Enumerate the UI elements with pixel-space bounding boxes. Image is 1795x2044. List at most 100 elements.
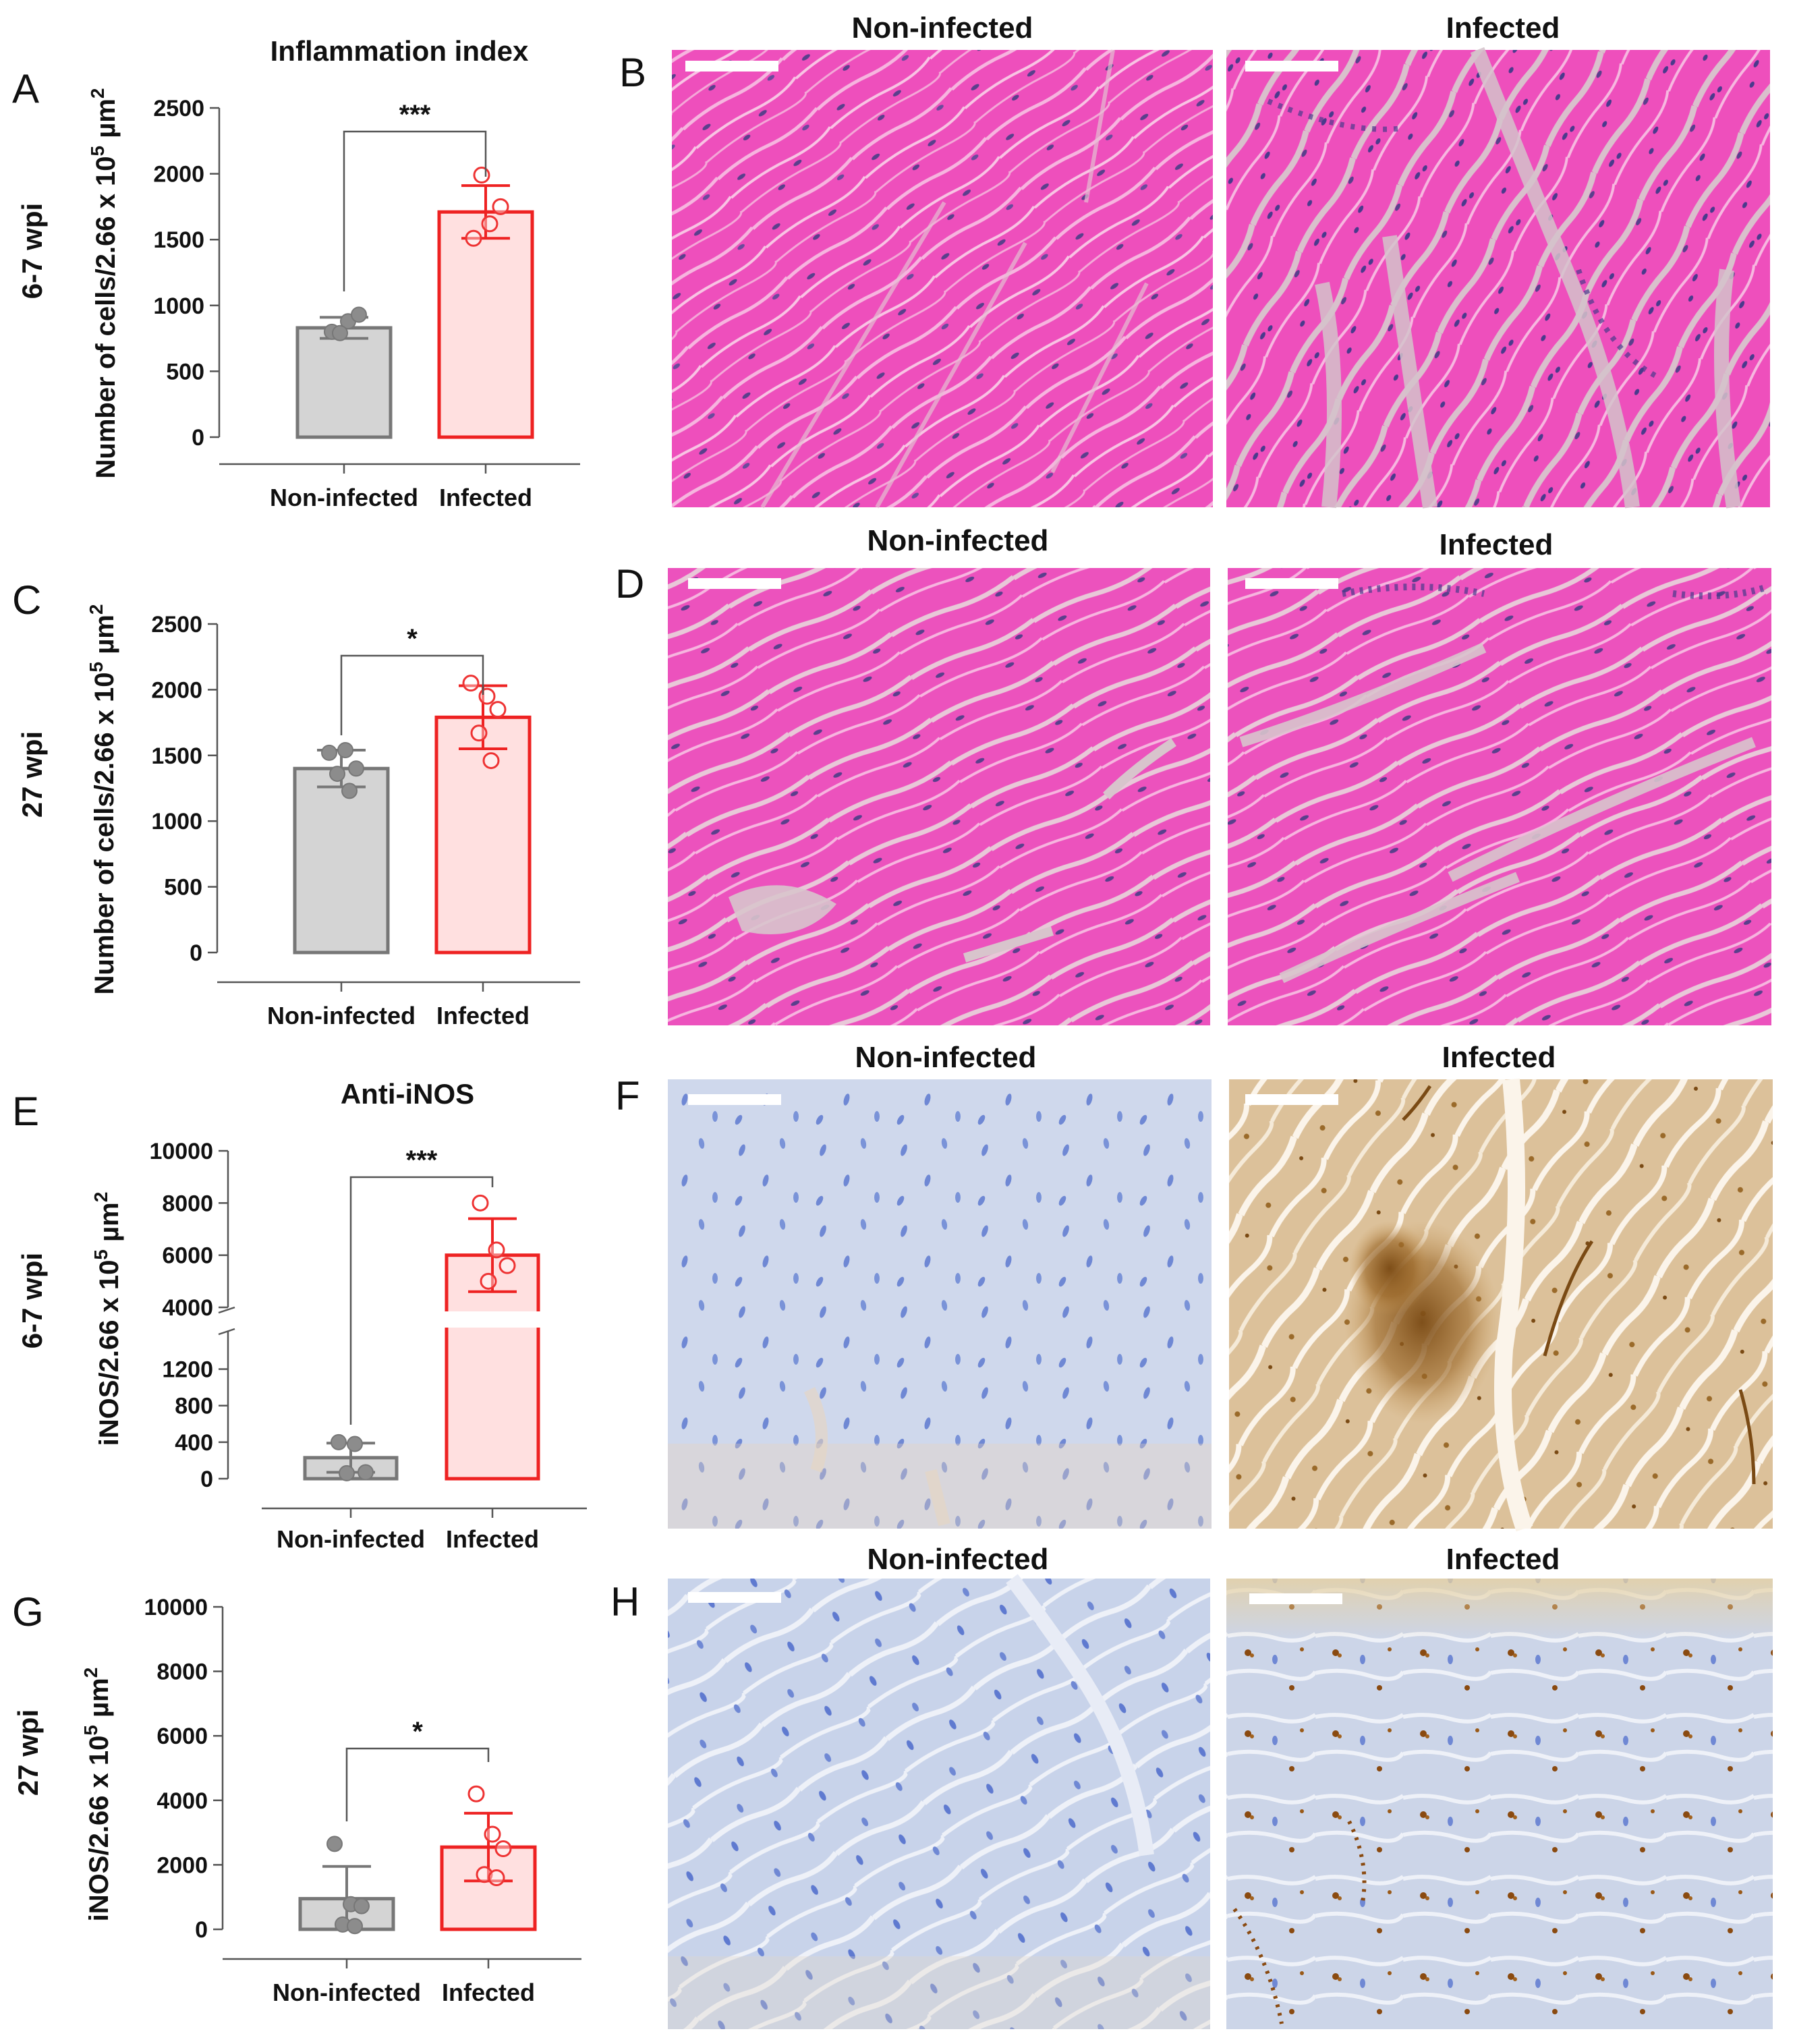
image-title-h-infected: Infected: [1446, 1543, 1560, 1576]
data-point: [321, 744, 337, 761]
y-axis-label-part: 5: [80, 1725, 101, 1736]
panel-label-g: G: [12, 1589, 44, 1635]
data-point: [339, 1465, 355, 1481]
panel-label-d: D: [615, 561, 644, 606]
y-axis-label-part: 5: [86, 662, 107, 673]
y-tick-label: 1000: [151, 809, 202, 834]
data-point: [478, 687, 496, 705]
chart-title: Anti-iNOS: [341, 1078, 474, 1110]
data-point: [358, 1464, 374, 1481]
y-axis-label-part: 2: [90, 1192, 111, 1203]
scale-bar: [685, 61, 778, 72]
x-tick-label: Infected: [436, 1002, 530, 1029]
image-title-d-non-infected: Non-infected: [867, 524, 1049, 557]
image-title-b-non-infected: Non-infected: [852, 11, 1033, 45]
significance-bracket: [345, 1747, 490, 1821]
chart-title: Inflammation index: [270, 35, 529, 67]
y-axis-label-part: 2: [87, 88, 108, 99]
row-label-1: 6-7 wpi: [16, 203, 48, 299]
data-point: [494, 1840, 512, 1857]
image-title-h-non-infected: Non-infected: [867, 1543, 1049, 1576]
y-tick-label: 2500: [151, 612, 202, 637]
bar: [437, 210, 534, 439]
scale-bar: [1245, 578, 1338, 589]
y-axis-label-part: 2: [80, 1668, 101, 1678]
panel-label-c: C: [12, 577, 41, 623]
y-tick-label: 2000: [151, 677, 202, 703]
y-axis-label-part: µm: [84, 1678, 114, 1725]
data-point: [332, 324, 348, 341]
y-tick-label: 8000: [162, 1191, 213, 1216]
y-tick-label: 10000: [144, 1595, 208, 1620]
x-tick-label: Infected: [442, 1979, 535, 2006]
micrograph-f-non-infected: [668, 1079, 1212, 1529]
y-tick-label: 0: [190, 940, 202, 966]
axis-break-mark: [218, 1306, 235, 1314]
data-point: [480, 1272, 497, 1290]
data-point: [489, 701, 507, 718]
y-tick-label: 500: [164, 875, 202, 901]
significance-label: *: [412, 1717, 423, 1747]
y-tick-label: 6000: [156, 1724, 208, 1749]
y-axis-label-part: 5: [90, 1249, 111, 1260]
y-tick-label: 4000: [162, 1295, 213, 1321]
data-point: [347, 1436, 363, 1452]
panel-label-f: F: [615, 1073, 640, 1118]
micrograph-b-non-infected: [672, 49, 1213, 509]
y-axis-label-part: 5: [87, 146, 108, 157]
data-point: [498, 1257, 516, 1274]
x-tick-label: Non-infected: [277, 1525, 425, 1553]
y-axis-label-part: µm: [91, 98, 121, 146]
significance-label: *: [407, 624, 418, 654]
scale-bar: [1249, 1593, 1342, 1604]
y-axis-label: Number of cells/2.66 x 105 µm2: [87, 88, 121, 479]
image-title-f-infected: Infected: [1442, 1041, 1556, 1074]
axis-break-mark: [218, 1328, 235, 1336]
bar: [434, 715, 532, 955]
scale-bar: [688, 578, 781, 589]
y-tick-label: 800: [175, 1394, 213, 1419]
y-tick-label: 1000: [153, 293, 204, 319]
y-tick-label: 6000: [162, 1243, 213, 1269]
y-axis-label-part: µm: [90, 615, 119, 662]
data-point: [473, 167, 490, 184]
row-label-2: 27 wpi: [16, 731, 48, 818]
panel-label-a: A: [12, 66, 39, 111]
x-tick-label: Non-infected: [270, 484, 418, 511]
y-tick-label: 400: [175, 1430, 213, 1456]
y-axis-label-part: µm: [94, 1202, 124, 1249]
y-tick-label: 0: [195, 1917, 208, 1943]
y-tick-label: 1500: [151, 743, 202, 769]
data-point: [465, 229, 482, 247]
micrograph-b-infected: [1226, 47, 1770, 509]
y-tick-label: 1500: [153, 227, 204, 253]
scale-bar: [688, 1592, 781, 1603]
data-point: [331, 1433, 347, 1450]
data-point: [482, 752, 500, 770]
x-tick-label: Infected: [439, 484, 532, 511]
y-axis-label: iNOS/2.66 x 105 µm2: [90, 1192, 124, 1446]
y-axis-label: Number of cells/2.66 x 105 µm2: [86, 604, 119, 995]
data-point: [488, 1869, 505, 1887]
chart-inos-6-7wpi: 4000 6000 8000 10000 0 400 800 1200 Non-infected…: [90, 1078, 587, 1553]
data-point: [467, 1785, 485, 1802]
y-axis-label: iNOS/2.66 x 105 µm2: [80, 1668, 114, 1922]
micrograph-d-infected: [1228, 568, 1771, 1025]
significance-bracket: [349, 1176, 494, 1425]
data-point: [337, 742, 353, 759]
data-point: [472, 1194, 489, 1212]
bar-break-gap: [444, 1311, 541, 1328]
data-point: [351, 306, 367, 323]
panel-label-b: B: [619, 50, 646, 95]
y-tick-label: 500: [166, 359, 204, 385]
chart-inflammation-6-7wpi: 0 500 1000 1500 2000 2500 Non-infected Infected…: [87, 35, 580, 511]
y-axis-label-part: Number of cells/2.66 x 10: [90, 672, 119, 994]
data-point: [484, 1825, 501, 1843]
scale-bar: [1245, 1094, 1338, 1105]
y-axis-label-part: iNOS/2.66 x 10: [84, 1736, 114, 1922]
x-tick-label: Non-infected: [267, 1002, 416, 1029]
y-axis-label-part: iNOS/2.66 x 10: [94, 1260, 124, 1446]
image-title-b-infected: Infected: [1446, 11, 1560, 45]
data-point: [341, 783, 358, 799]
